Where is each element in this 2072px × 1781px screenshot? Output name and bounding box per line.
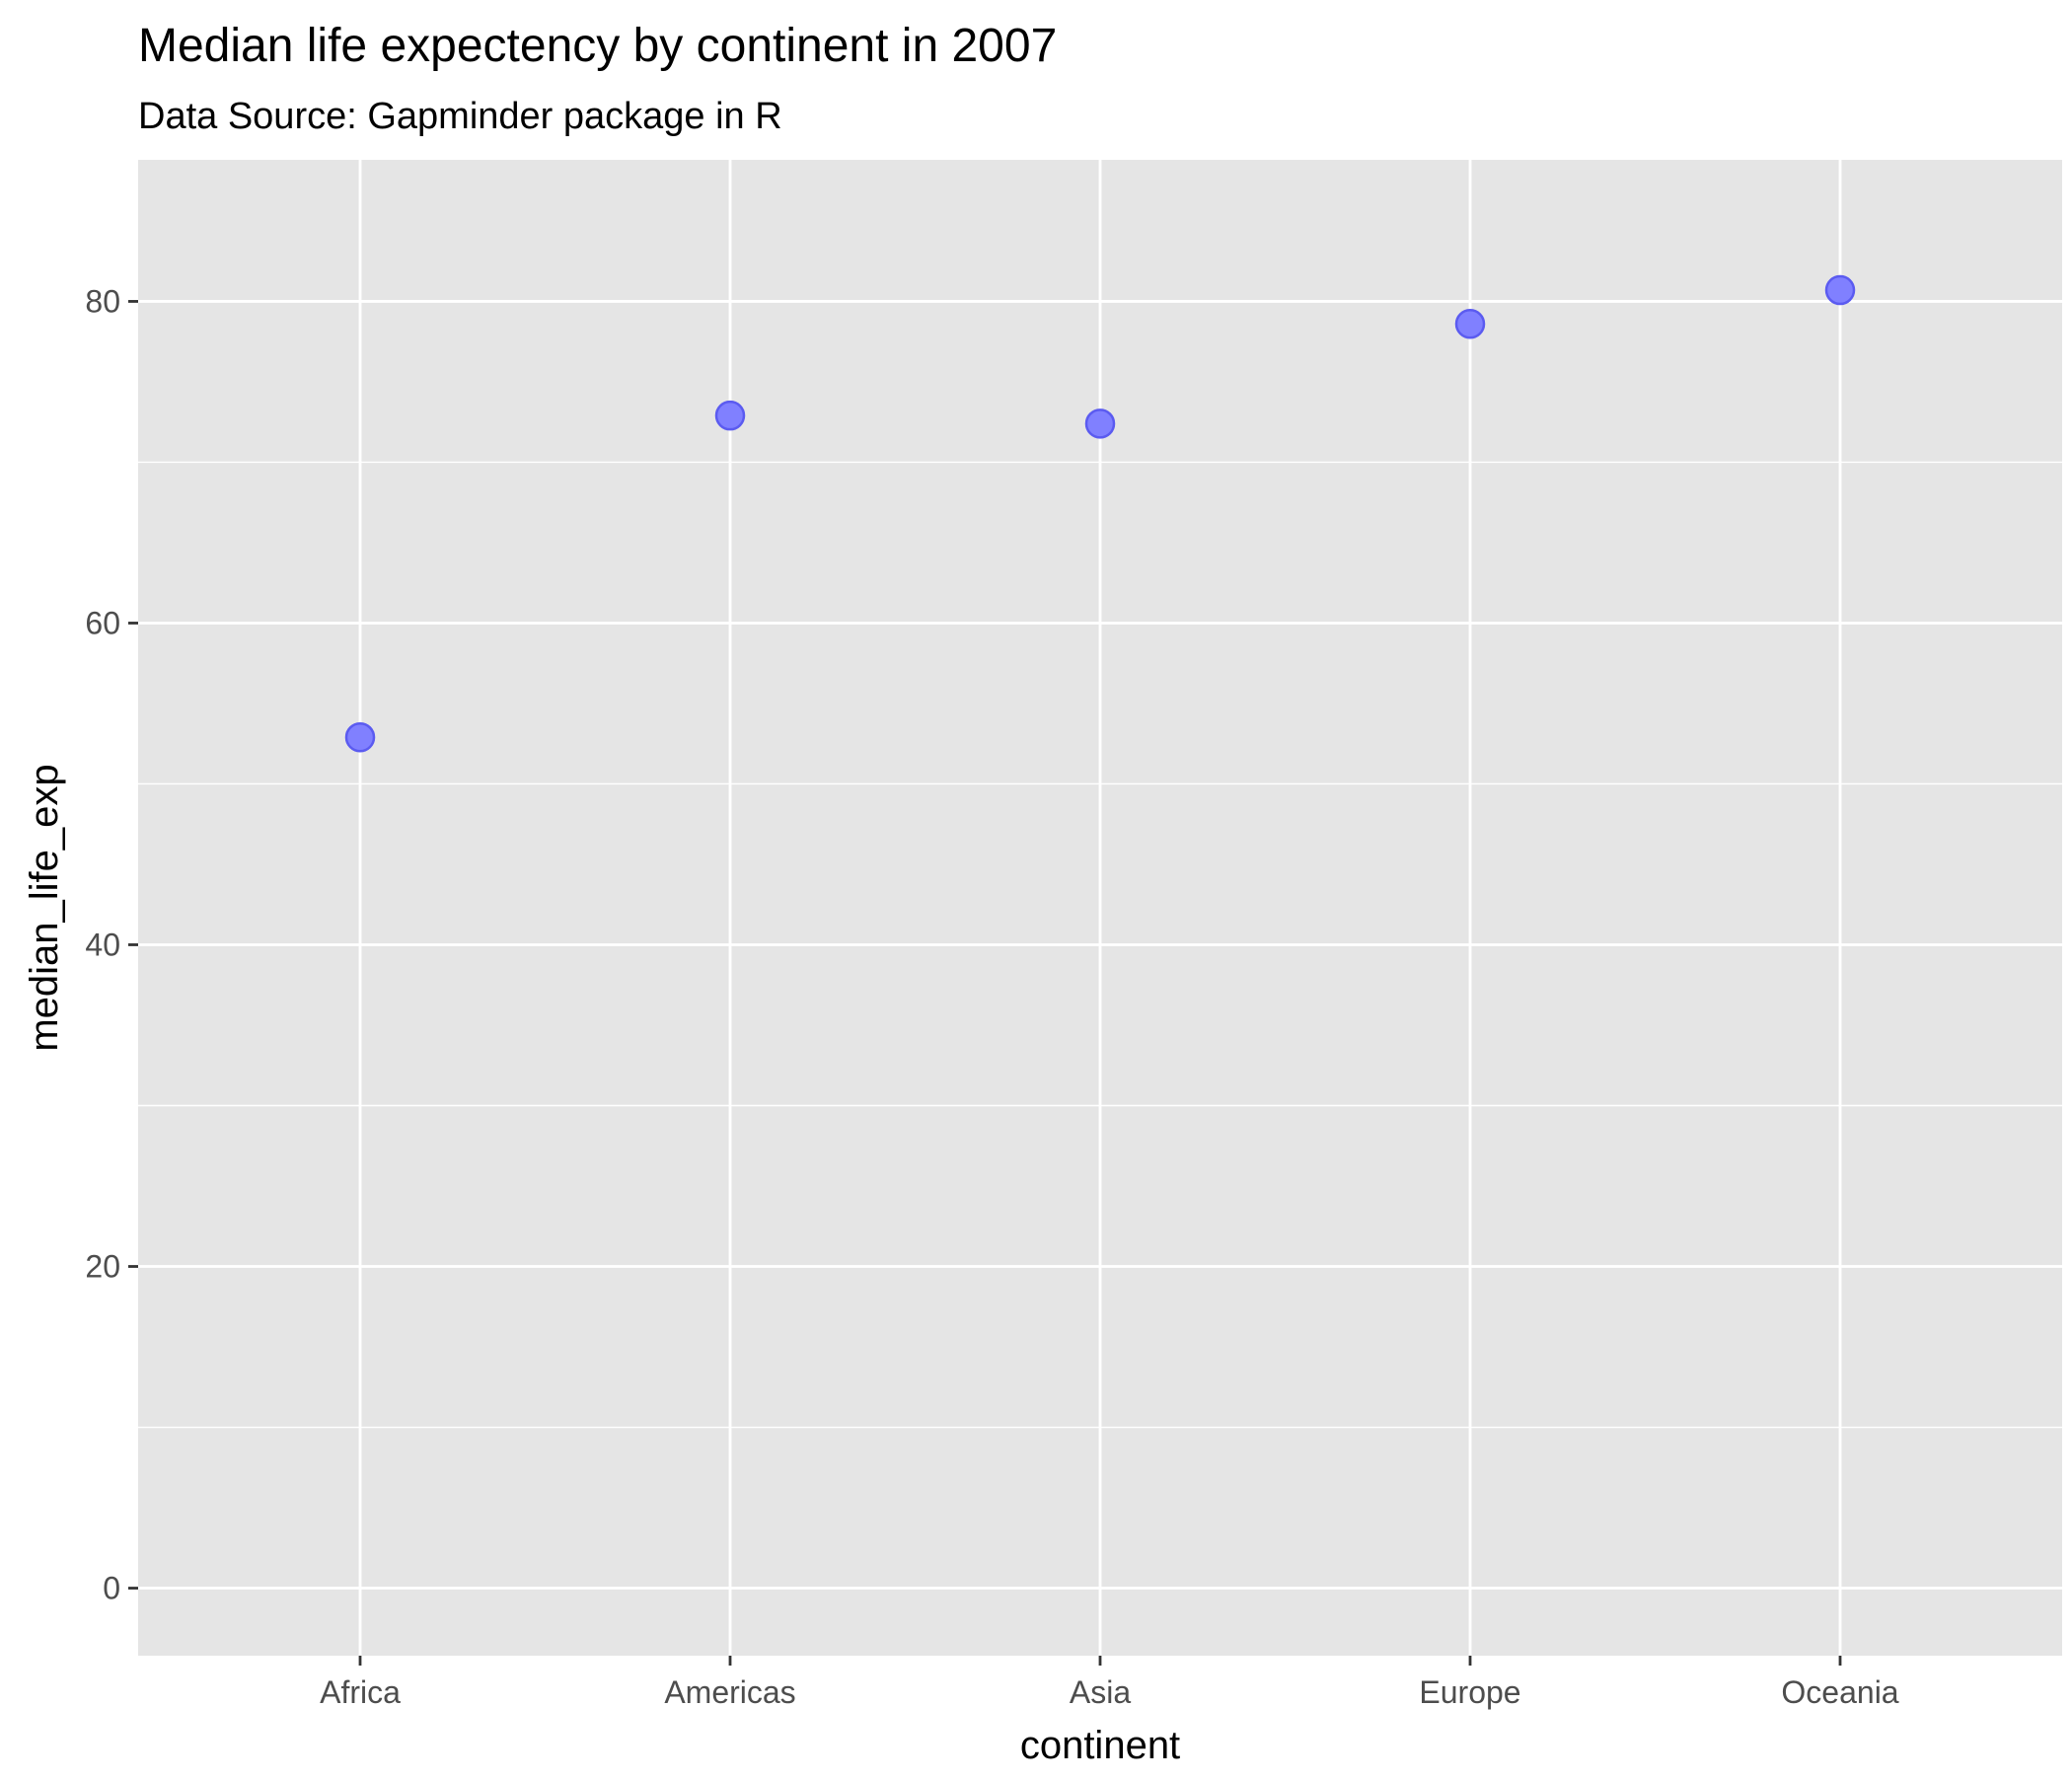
y-tick-label: 60 [85, 605, 120, 640]
x-tick-label: Americas [664, 1674, 795, 1710]
x-tick-label: Oceania [1781, 1674, 1898, 1710]
chart-title: Median life expectency by continent in 2… [138, 20, 1057, 72]
y-tick-label: 0 [103, 1571, 120, 1606]
x-tick-label: Africa [320, 1674, 401, 1710]
y-axis-title: median_life_exp [23, 764, 66, 1051]
data-point [1824, 274, 1856, 306]
chart-subtitle: Data Source: Gapminder package in R [138, 96, 782, 137]
data-points [344, 274, 1856, 753]
y-tick-label: 40 [85, 927, 120, 962]
major-gridlines [138, 160, 2062, 1656]
x-axis: Africa Americas Asia Europe Oceania [320, 1656, 1899, 1710]
data-point [1084, 408, 1116, 439]
x-axis-title: continent [1020, 1724, 1180, 1767]
data-point [714, 400, 746, 431]
y-tick-label: 80 [85, 283, 120, 319]
data-point [1454, 309, 1486, 339]
data-point [344, 721, 376, 753]
x-tick-label: Europe [1419, 1674, 1520, 1710]
y-axis: 0 20 40 60 80 [85, 283, 138, 1606]
y-tick-label: 20 [85, 1249, 120, 1285]
x-tick-label: Asia [1070, 1674, 1131, 1710]
